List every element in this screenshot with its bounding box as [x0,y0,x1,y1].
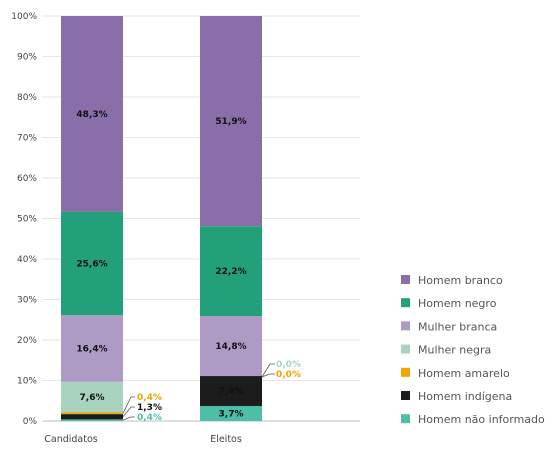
y-tick-label: 30% [17,296,37,306]
data-label: 0,4% [137,413,162,423]
bar-segment [61,315,123,382]
y-tick-label: 60% [17,174,37,184]
legend-label: Homem amarelo [418,367,510,380]
bar-segment [200,16,262,227]
data-label: 16,4% [76,345,107,355]
data-label: 3,7% [219,410,244,420]
data-label: 22,2% [215,267,246,277]
data-label: 7,6% [80,393,105,403]
data-label: 7,4% [219,387,244,397]
data-label: 0,0% [276,360,301,370]
bar-segment [61,381,123,413]
y-tick-label: 70% [17,134,37,144]
x-tick-label: Eleitos [210,434,242,445]
legend-label: Mulher branca [418,320,497,333]
callout-line [122,406,135,418]
bar-segment [61,419,123,421]
y-tick-label: 90% [17,53,37,63]
data-label: 51,9% [215,117,246,127]
legend-swatch [401,367,410,377]
y-tick-label: 10% [17,377,37,387]
bar-segment [200,226,262,317]
callout-line [122,396,135,414]
legend-swatch [401,414,410,424]
bar-segment [61,16,123,212]
y-tick-label: 0% [23,417,38,427]
y-tick-label: 40% [17,255,37,265]
bar-segment [61,211,123,316]
bar-segment [61,414,123,420]
legend-label: Mulher negra [418,344,491,357]
data-label: 25,6% [76,259,107,269]
bar-segment [200,376,262,407]
legend-label: Homem indígena [418,390,512,403]
data-label: 48,3% [76,110,107,120]
legend-label: Homem branco [418,274,503,287]
y-tick-label: 20% [17,336,37,346]
data-label: 0,4% [137,393,162,403]
legend-swatch [401,391,410,400]
legend-swatch [401,321,410,331]
bar-segment [200,316,262,377]
callout-line [261,373,275,378]
bar-segment [200,406,262,421]
legend-label: Homem não informado [418,413,545,426]
data-label: 0,0% [276,370,301,380]
legend-swatch [401,344,410,354]
legend-label: Homem negro [418,297,497,310]
y-tick-label: 100% [11,12,37,22]
bar-segment [61,412,123,415]
y-tick-label: 80% [17,93,37,103]
y-tick-label: 50% [17,215,37,225]
callout-line [261,363,275,378]
callout-line [122,416,135,421]
data-label: 1,3% [137,403,162,413]
data-label: 14,8% [215,342,246,352]
x-tick-label: Candidatos [44,434,98,445]
legend-swatch [401,275,410,284]
legend-swatch [401,298,410,308]
